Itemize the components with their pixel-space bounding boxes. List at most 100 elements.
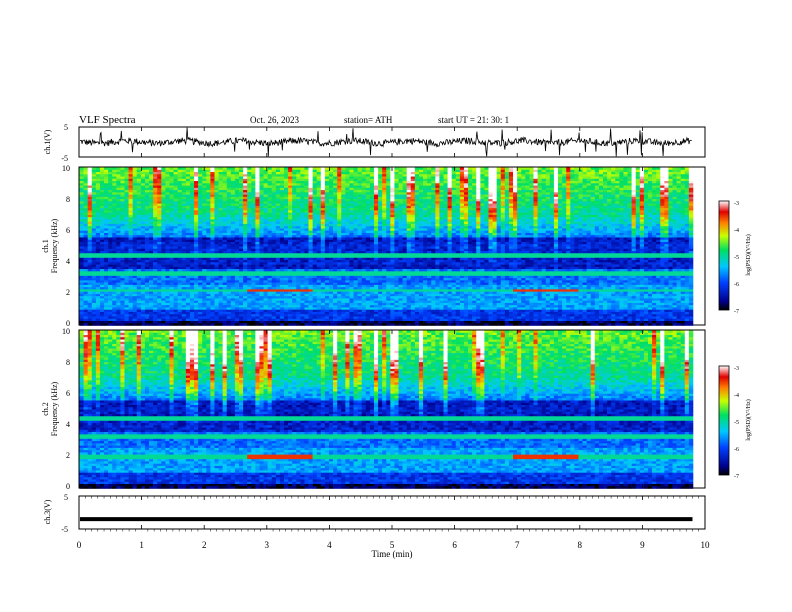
spectrogram-cell: [455, 176, 461, 180]
spectrogram-cell: [222, 212, 228, 216]
spectrogram-cell: [189, 185, 195, 189]
spectrogram-cell: [304, 201, 309, 204]
spectrogram-cell: [549, 203, 555, 207]
spectrogram-cell: [247, 237, 252, 241]
spectrogram-cell: [87, 212, 93, 216]
spectrogram-cell: [324, 178, 330, 182]
spectrogram-cell: [263, 196, 268, 200]
spectrogram-cell: [230, 230, 236, 234]
spectrogram-cell: [619, 217, 624, 220]
spectrogram-cell: [263, 223, 268, 227]
spectrogram-cell: [316, 183, 322, 186]
spectrogram-cell: [570, 230, 575, 234]
spectrogram-cell: [451, 174, 457, 177]
spectrogram-cell: [627, 205, 632, 209]
spectrogram-cell: [656, 212, 661, 216]
spectrogram-cell: [112, 192, 117, 195]
spectrogram-cell: [181, 181, 187, 184]
spectrogram-cell: [545, 210, 551, 213]
spectrogram-cell: [198, 181, 203, 184]
spectrogram-cell: [431, 167, 436, 171]
spectrogram-cell: [623, 183, 628, 186]
spectrogram-cell: [435, 212, 440, 216]
spectrogram-cell: [492, 232, 497, 236]
spectrogram-cell: [181, 174, 187, 177]
spectrogram-cell: [541, 210, 547, 213]
spectrogram-cell: [312, 178, 318, 182]
spectrogram-cell: [206, 167, 211, 171]
spectrogram-cell: [598, 183, 604, 186]
spectrogram-cell: [386, 172, 391, 175]
spectrogram-cell: [116, 201, 121, 204]
spectrogram-cell: [292, 208, 297, 211]
spectrogram-cell: [161, 187, 166, 191]
spectrogram-cell: [578, 208, 583, 211]
spectrogram-cell: [627, 181, 632, 184]
spectrogram-cell: [525, 169, 530, 173]
spectrogram-cell: [288, 228, 293, 231]
spectrogram-cell: [517, 167, 522, 171]
spectrogram-cell: [259, 181, 264, 184]
spectrogram-cell: [218, 183, 223, 186]
spectrogram-cell: [312, 210, 318, 213]
spectrogram-cell: [688, 214, 694, 218]
spectrogram-cell: [357, 232, 362, 236]
spectrogram-cell: [99, 219, 105, 222]
spectrogram-cell: [181, 187, 187, 191]
spectrogram-cell: [382, 205, 387, 209]
spectrogram-cell: [418, 205, 424, 209]
spectrogram-cell: [447, 199, 452, 202]
spectrogram-cell: [230, 199, 236, 202]
spectrogram-cell: [185, 239, 191, 243]
spectrogram-cell: [288, 199, 293, 202]
spectrogram-cell: [418, 221, 424, 225]
spectrogram-cell: [668, 219, 673, 222]
spectrogram-cell: [108, 196, 113, 200]
spectrogram-cell: [99, 208, 105, 211]
spectrogram-cell: [214, 205, 219, 209]
spectrogram-cell: [672, 208, 677, 211]
spectrogram-cell: [537, 172, 542, 175]
spectrogram-cell: [169, 228, 174, 231]
spectrogram-cell: [500, 210, 506, 213]
spectrogram-cell: [627, 217, 632, 220]
spectrogram-cell: [410, 237, 416, 241]
spectrogram-cell: [545, 190, 551, 193]
spectrogram-cell: [639, 228, 645, 231]
spectrogram-cell: [104, 199, 109, 202]
spectrogram-cell: [333, 192, 338, 195]
spectrogram-cell: [484, 214, 489, 218]
spectrogram-cell: [181, 237, 187, 241]
spectrogram-cell: [431, 239, 436, 243]
spectrogram-cell: [386, 187, 391, 191]
spectrogram-cell: [234, 199, 240, 202]
spectrogram-cell: [324, 212, 330, 216]
spectrogram-cell: [345, 232, 350, 236]
spectrogram-cell: [189, 172, 195, 175]
spectrogram-cell: [251, 228, 256, 231]
spectrogram-cell: [173, 214, 178, 218]
spectrogram-cell: [279, 174, 285, 177]
spectrogram-cell: [660, 181, 665, 184]
spectrogram-cell: [549, 178, 555, 182]
spectrogram-cell: [558, 210, 563, 213]
spectrogram-cell: [680, 239, 686, 243]
spectrogram-cell: [341, 210, 346, 213]
spectrogram-cell: [656, 176, 661, 180]
spectrogram-cell: [169, 194, 174, 198]
spectrogram-cell: [390, 226, 395, 229]
spectrogram-cell: [619, 230, 624, 234]
spectrogram-cell: [91, 196, 97, 200]
spectrogram-cell: [357, 196, 362, 200]
spectrogram-cell: [525, 210, 530, 213]
spectrogram-cell: [112, 237, 117, 241]
spectrogram-cell: [214, 230, 219, 234]
spectrogram-cell: [341, 194, 346, 198]
spectrogram-cell: [607, 226, 612, 229]
spectrogram-cell: [120, 201, 125, 204]
spectrogram-cell: [128, 183, 133, 186]
spectrogram-cell: [468, 169, 473, 173]
spectrogram-cell: [243, 226, 248, 229]
spectrogram-cell: [104, 169, 109, 173]
spectrogram-cell: [513, 174, 518, 177]
